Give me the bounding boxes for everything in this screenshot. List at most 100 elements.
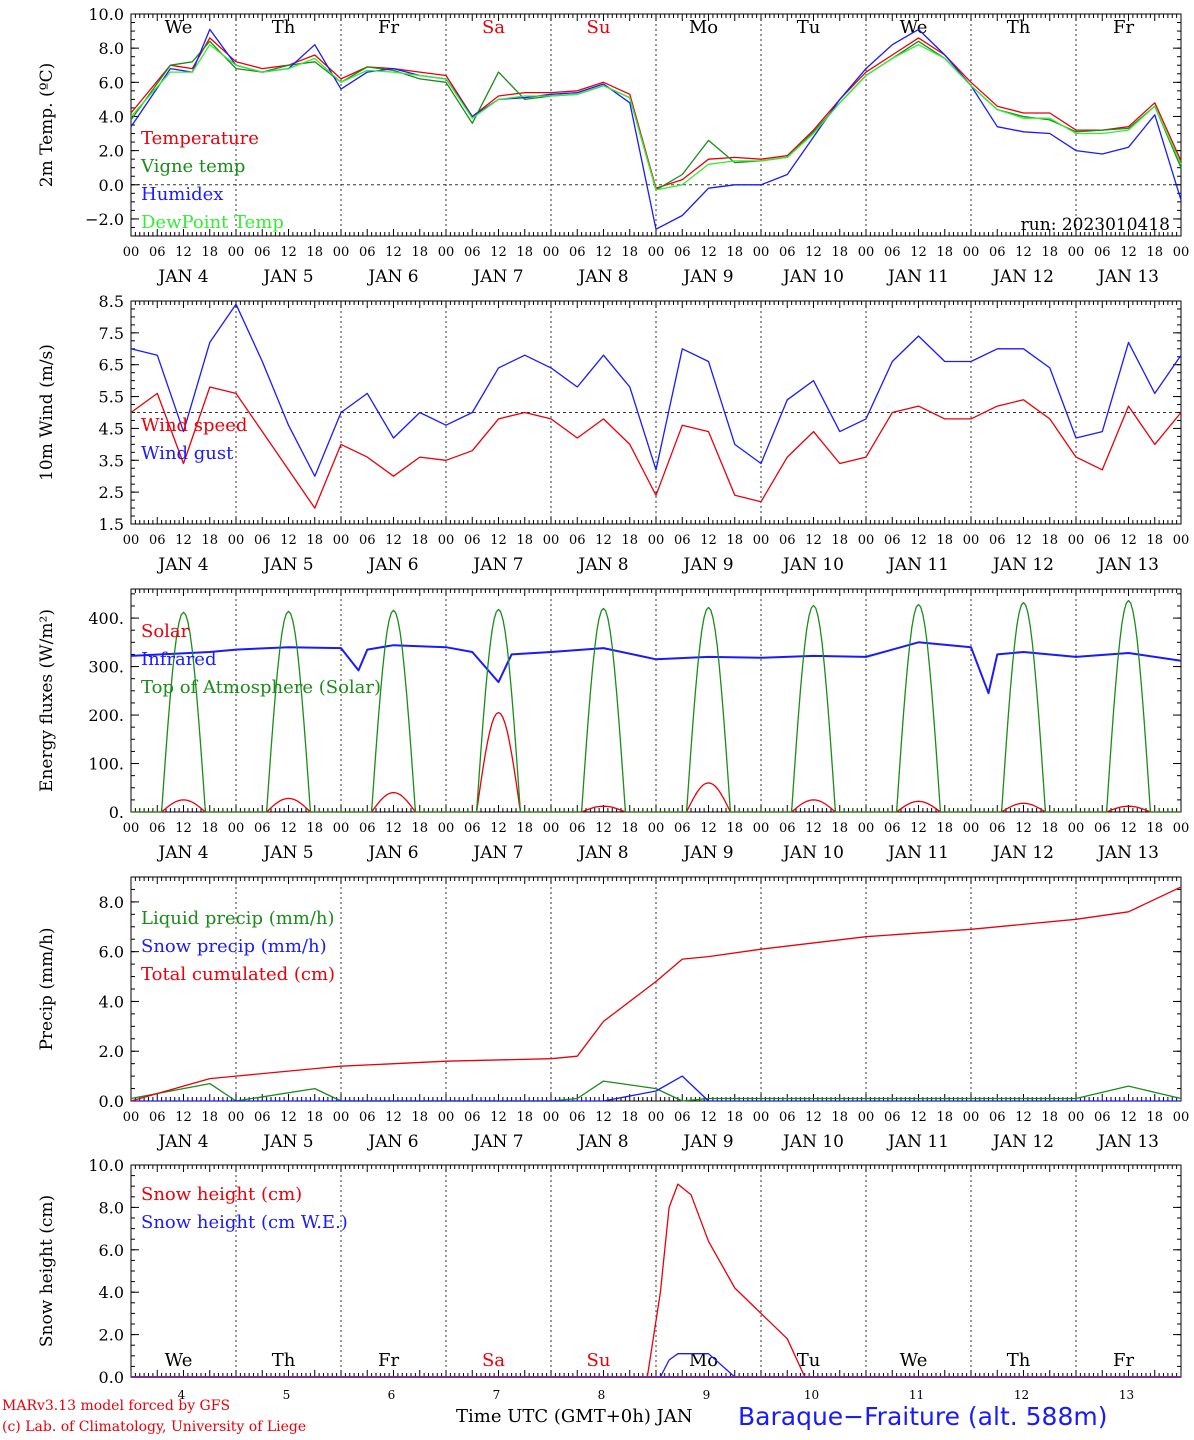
y-tick-label: 4.0 — [99, 1283, 124, 1302]
x-hour-label: 00 — [1173, 533, 1190, 548]
x-hour-label: 00 — [648, 533, 665, 548]
x-hour-label: 12 — [805, 1110, 822, 1125]
station-title: Baraque−Fraiture (alt. 588m) — [738, 1402, 1108, 1431]
day-name-label: Fr — [1113, 1350, 1134, 1371]
x-hour-label: 00 — [438, 245, 455, 260]
x-date-label: JAN 12 — [991, 843, 1054, 863]
x-hour-label: 12 — [175, 533, 192, 548]
x-hour-label: 12 — [700, 821, 717, 836]
x-hour-label: 18 — [831, 1110, 848, 1125]
x-hour-label: 06 — [779, 1110, 796, 1125]
x-hour-label: 06 — [149, 821, 166, 836]
x-hour-label: 18 — [516, 245, 533, 260]
x-hour-label: 06 — [149, 245, 166, 260]
x-date-label: JAN 5 — [261, 555, 313, 575]
legend-entry: Infrared — [141, 649, 216, 670]
x-hour-label: 18 — [1146, 1110, 1163, 1125]
x-hour-label: 00 — [333, 1110, 350, 1125]
series-line-wind-gust — [130, 303, 1182, 477]
x-hour-label: 12 — [910, 1110, 927, 1125]
x-hour-label: 18 — [306, 533, 323, 548]
x-hour-label: 00 — [333, 821, 350, 836]
x-hour-label: 18 — [1041, 245, 1058, 260]
x-date-label: JAN 12 — [991, 1132, 1054, 1152]
x-hour-label: 18 — [1041, 1110, 1058, 1125]
x-hour-label: 00 — [858, 821, 875, 836]
series-line-snow-height-cm- — [131, 1183, 1181, 1378]
x-hour-label: 00 — [438, 1110, 455, 1125]
x-hour-label: 12 — [595, 1110, 612, 1125]
day-name-label: Fr — [378, 17, 399, 38]
x-date-label: JAN 7 — [471, 1132, 523, 1152]
x-date-label: JAN 13 — [1096, 267, 1159, 287]
x-hour-label: 06 — [359, 245, 376, 260]
x-hour-label: 18 — [411, 1110, 428, 1125]
x-hour-label: 00 — [438, 533, 455, 548]
x-hour-label: 06 — [1094, 245, 1111, 260]
x-hour-label: 00 — [1068, 821, 1085, 836]
y-tick-label: 300. — [88, 658, 124, 677]
y-axis-title: 2m Temp. (ºC) — [37, 63, 57, 188]
x-hour-label: 12 — [595, 533, 612, 548]
x-date-label: JAN 4 — [156, 1132, 208, 1152]
x-hour-label: 00 — [858, 245, 875, 260]
x-hour-label: 06 — [254, 821, 271, 836]
y-tick-label: 4.5 — [99, 419, 124, 438]
panel-2: 1.5 2.5 3.5 4.5 5.5 6.5 7.5 8.5 10m Wind (m/s) 00… — [37, 292, 1189, 575]
x-hour-label: 12 — [280, 533, 297, 548]
x-hour-label: 06 — [569, 533, 586, 548]
series-line-solar — [131, 711, 1181, 813]
x-hour-label: 18 — [201, 1110, 218, 1125]
legend-entry: Total cumulated (cm) — [141, 964, 335, 985]
y-tick-label: 8.0 — [99, 39, 124, 58]
y-tick-label: 2.0 — [99, 1326, 124, 1345]
x-hour-label: 06 — [674, 245, 691, 260]
x-date-label: JAN 10 — [781, 555, 844, 575]
x-date-label: JAN 4 — [156, 555, 208, 575]
y-tick-label: 2.5 — [99, 483, 124, 502]
x-hour-label: 18 — [201, 821, 218, 836]
x-hour-label: 00 — [753, 245, 770, 260]
x-date-label: JAN 13 — [1096, 1132, 1159, 1152]
x-hour-label: 00 — [963, 533, 980, 548]
day-name-label: Th — [272, 17, 296, 38]
x-hour-label: 12 — [490, 1110, 507, 1125]
x-hour-label: 18 — [516, 533, 533, 548]
x-hour-label: 06 — [674, 821, 691, 836]
x-hour-label: 18 — [306, 1110, 323, 1125]
x-day-number: 8 — [598, 1388, 606, 1402]
x-hour-label: 18 — [1146, 245, 1163, 260]
day-name-label: Mo — [689, 17, 718, 38]
x-hour-label: 12 — [385, 245, 402, 260]
x-hour-label: 06 — [359, 821, 376, 836]
x-date-label: JAN 6 — [366, 843, 418, 863]
x-hour-label: 00 — [123, 245, 140, 260]
x-day-number: 13 — [1119, 1388, 1134, 1402]
y-tick-label: 10.0 — [88, 5, 124, 24]
x-hour-label: 00 — [648, 1110, 665, 1125]
x-hour-label: 00 — [438, 821, 455, 836]
x-hour-label: 18 — [726, 533, 743, 548]
legend-entry: Liquid precip (mm/h) — [141, 908, 335, 929]
series-line-total-cumulated-cm- — [130, 886, 1182, 1102]
x-hour-label: 18 — [621, 821, 638, 836]
series-line-infrared — [130, 641, 1182, 695]
x-hour-label: 06 — [884, 245, 901, 260]
x-date-label: JAN 6 — [366, 267, 418, 287]
x-hour-label: 12 — [175, 245, 192, 260]
x-hour-label: 12 — [280, 821, 297, 836]
x-date-label: JAN 7 — [471, 267, 523, 287]
x-date-label: JAN 13 — [1096, 555, 1159, 575]
x-date-label: JAN 11 — [886, 555, 949, 575]
x-hour-label: 00 — [858, 533, 875, 548]
x-hour-label: 18 — [201, 533, 218, 548]
x-hour-label: 00 — [753, 1110, 770, 1125]
x-hour-label: 18 — [621, 533, 638, 548]
day-name-label: We — [900, 1350, 928, 1371]
x-hour-label: 18 — [411, 533, 428, 548]
x-hour-label: 06 — [464, 1110, 481, 1125]
panel-5: 0.0 2.0 4.0 6.0 8.0 10.0 Snow height (cm) 4 5 6 7 8… — [37, 1156, 1182, 1402]
panel-1: −2.0 0.0 2.0 4.0 6.0 8.0 10.0 2m Temp. (ºC) 00 06… — [37, 5, 1189, 287]
day-name-label: Th — [1007, 1350, 1031, 1371]
x-hour-label: 06 — [1094, 821, 1111, 836]
